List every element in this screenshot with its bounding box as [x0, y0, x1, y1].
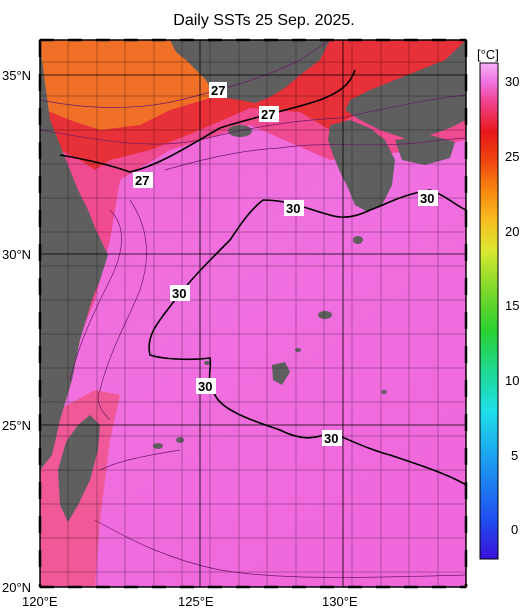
colorbar-tick-20: 20	[505, 224, 519, 239]
contour-label-30-south: 30	[324, 431, 338, 446]
map-title: Daily SSTs 25 Sep. 2025.	[173, 12, 355, 29]
major-grid	[40, 40, 466, 587]
miyako-island	[153, 443, 163, 449]
small-island-4	[204, 361, 210, 365]
shikoku-landmass	[395, 135, 455, 165]
honshu-landmass	[345, 40, 466, 140]
small-island-3	[381, 390, 387, 394]
colorbar-tick-0: 0	[511, 522, 518, 537]
lat-lon-grid	[40, 40, 466, 587]
colorbar-unit: [°C]	[477, 47, 499, 62]
colorbar-gradient	[479, 62, 499, 560]
y-tick-20: 20°N	[2, 580, 31, 595]
colorbar-tick-15: 15	[505, 298, 519, 313]
contour-label-27-west: 27	[135, 173, 149, 188]
x-tick-130: 130°E	[322, 594, 358, 609]
taiwan-landmass	[58, 415, 100, 522]
y-tick-25: 25°N	[2, 418, 31, 433]
contour-label-30-north: 30	[286, 201, 300, 216]
colorbar-tick-30: 30	[505, 74, 519, 89]
contour-label-30-west: 30	[172, 286, 186, 301]
kyushu-landmass	[328, 120, 395, 212]
small-island-2	[40, 203, 54, 217]
colorbar: [°C] 30 25 20 15 10 5 0	[477, 47, 519, 560]
contour-label-30-east: 30	[420, 191, 434, 206]
china-landmass	[40, 40, 108, 470]
x-tick-120: 120°E	[22, 594, 58, 609]
colorbar-tick-5: 5	[511, 448, 518, 463]
y-tick-35: 35°N	[2, 68, 31, 83]
x-tick-125: 125°E	[178, 594, 214, 609]
contour-label-27-north: 27	[261, 107, 275, 122]
colorbar-tick-25: 25	[505, 149, 519, 164]
yakushima-island	[353, 236, 363, 244]
small-island-1	[295, 348, 301, 352]
contour-label-30-mid: 30	[198, 379, 212, 394]
y-tick-30: 30°N	[2, 247, 31, 262]
frame-ticks	[38, 38, 468, 589]
contour-labels: 27 27 27 30 30 30 30 30	[133, 82, 438, 446]
colorbar-tick-10: 10	[505, 373, 519, 388]
amami-island	[318, 311, 332, 319]
contour-label-27-korea: 27	[211, 83, 225, 98]
ishigaki-island	[176, 437, 184, 443]
